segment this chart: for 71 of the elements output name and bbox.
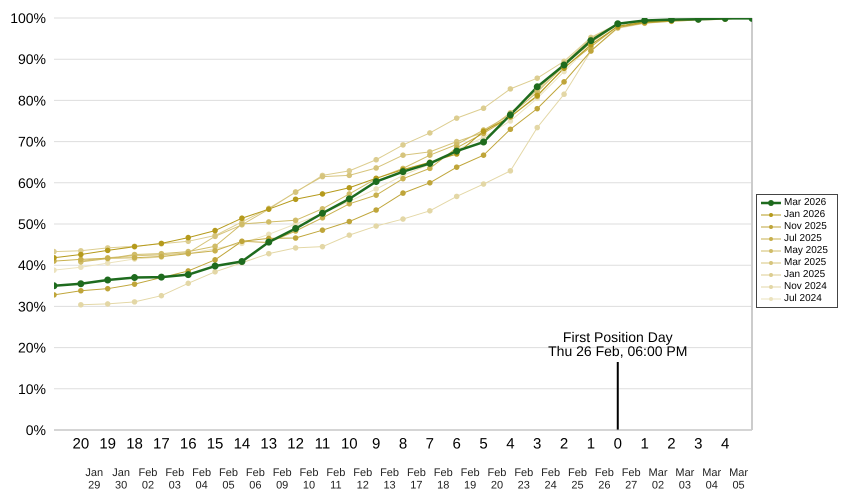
x-tick-label: 14 [234, 436, 250, 453]
text: Feb 06 [246, 466, 265, 492]
text: Mar 05 [729, 466, 748, 492]
text: Mar 02 [648, 466, 668, 492]
x-tick-label: 3 [694, 436, 702, 453]
x-tick-label: 2 [667, 436, 676, 453]
y-tick-label: 70% [18, 134, 46, 150]
x-tick-label: 13 [260, 436, 278, 453]
x-tick-label: 19 [99, 436, 116, 453]
y-tick-label: 30% [18, 298, 46, 314]
x-tick-label: 7 [426, 436, 434, 453]
legend-label: Nov 2025 [784, 221, 827, 233]
y-tick-label: 10% [18, 380, 46, 397]
x-tick-label: 11 [314, 436, 330, 453]
text: Jan 29 [85, 466, 104, 492]
x-tick-label: 5 [479, 436, 488, 453]
x-tick-label: 16 [180, 436, 197, 453]
text: Feb 04 [192, 466, 212, 492]
x-tick-label: 4 [720, 436, 730, 453]
text: Feb 02 [138, 466, 158, 492]
text: Feb 26 [594, 466, 614, 492]
y-tick-label: 80% [18, 92, 46, 108]
text: Feb 27 [622, 466, 641, 492]
text: Feb 25 [568, 466, 587, 492]
x-tick-label: 9 [372, 436, 380, 453]
legend-label: Mar 2026 [784, 197, 826, 209]
x-tick-label: 18 [126, 436, 143, 453]
text: Feb 24 [541, 466, 560, 492]
text: Jan 30 [112, 466, 130, 492]
x-tick-label: 12 [287, 436, 304, 453]
text: Feb 23 [514, 466, 534, 492]
x-tick-label: 8 [398, 436, 408, 453]
y-tick-label: 0% [26, 422, 46, 438]
text: Feb 17 [406, 466, 426, 492]
y-tick-label: 60% [18, 174, 46, 191]
x-tick-label: 3 [533, 436, 542, 453]
text: Feb 11 [326, 466, 346, 492]
x-tick-label: 6 [452, 436, 461, 453]
text: Feb 20 [487, 466, 506, 492]
legend-label: Jan 2025 [784, 269, 826, 281]
x-tick-label: 4 [506, 436, 515, 453]
x-tick-label: 10 [340, 436, 358, 453]
text: Feb 13 [380, 466, 400, 492]
x-tick-label: 0 [614, 436, 622, 453]
x-tick-label: 17 [153, 436, 170, 453]
x-tick-label: 1 [586, 436, 596, 453]
text: Feb 09 [272, 466, 292, 492]
legend-label: May 2025 [784, 245, 828, 257]
text: Mar 04 [702, 466, 722, 492]
legend-label: Mar 2025 [784, 257, 826, 269]
y-tick-label: 20% [18, 340, 46, 356]
text: Feb 03 [165, 466, 184, 492]
text: Feb 10 [300, 466, 319, 492]
x-tick-label: 2 [560, 436, 568, 453]
x-tick-label: 15 [206, 436, 224, 453]
y-tick-label: 50% [18, 216, 46, 232]
x-tick-label: 1 [640, 436, 649, 453]
text: Feb 18 [434, 466, 453, 492]
text: Feb 05 [219, 466, 238, 492]
legend-label: Jul 2025 [784, 233, 822, 245]
y-tick-label: 40% [18, 257, 46, 274]
y-tick-label: 90% [18, 51, 46, 68]
text: Feb 12 [353, 466, 372, 492]
text: Mar 03 [675, 466, 695, 492]
legend-label: Jul 2024 [784, 293, 822, 305]
x-tick-label: 20 [72, 436, 90, 453]
y-tick-label: 100% [10, 10, 46, 26]
ref-line-label: First Position Day Thu 26 Feb, 06:00 PM [548, 329, 688, 360]
legend-label: Nov 2024 [784, 281, 827, 293]
legend-label: Jan 2026 [784, 209, 826, 221]
text: Feb 19 [460, 466, 480, 492]
